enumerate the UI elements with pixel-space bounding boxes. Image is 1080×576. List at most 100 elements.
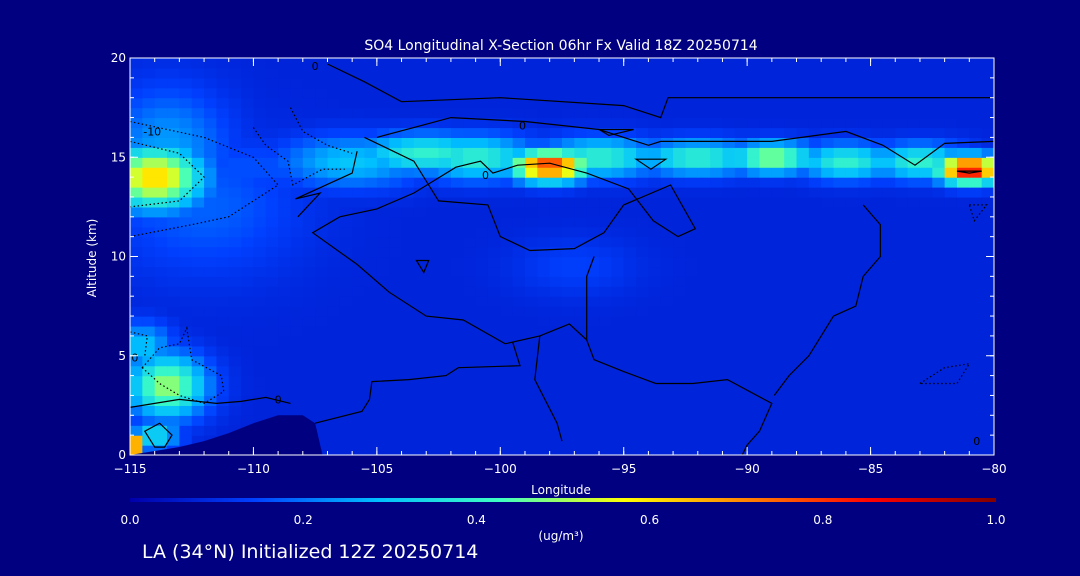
heat-cell xyxy=(401,276,415,287)
heat-cell xyxy=(870,325,884,337)
heat-cell xyxy=(537,246,551,258)
heat-cell xyxy=(722,196,736,208)
heat-cell xyxy=(352,216,366,228)
heat-cell xyxy=(179,276,193,287)
heat-cell xyxy=(438,345,452,357)
heat-cell xyxy=(833,216,847,228)
heat-cell xyxy=(808,395,822,406)
heat-cell xyxy=(130,77,143,89)
heat-cell xyxy=(722,127,736,138)
heat-cell xyxy=(154,425,168,436)
heat-cell xyxy=(204,58,217,69)
heat-cell xyxy=(821,157,835,168)
heat-cell xyxy=(784,77,798,89)
heat-cell xyxy=(278,87,292,99)
heat-cell xyxy=(771,117,785,129)
heat-cell xyxy=(376,137,390,148)
heat-cell xyxy=(475,87,489,99)
heat-cell xyxy=(858,325,872,337)
heat-cell xyxy=(339,425,353,436)
heat-cell xyxy=(981,266,994,277)
heat-cell xyxy=(956,375,970,387)
heat-cell xyxy=(376,196,390,208)
heat-cell xyxy=(265,58,279,69)
heat-cell xyxy=(673,335,687,347)
heat-cell xyxy=(401,117,415,129)
heat-cell xyxy=(167,435,180,446)
heat-cell xyxy=(808,117,822,129)
heat-cell xyxy=(882,335,896,347)
heat-cell xyxy=(364,276,378,287)
dotted-contour xyxy=(130,140,205,208)
heat-cell xyxy=(907,296,921,307)
heat-cell xyxy=(562,365,575,377)
heat-cell xyxy=(771,147,785,158)
terrain-mask xyxy=(130,415,323,455)
heat-cell xyxy=(685,335,699,347)
heat-cell xyxy=(932,246,946,258)
heat-cell xyxy=(759,286,773,297)
heat-cell xyxy=(167,345,180,357)
heat-cell xyxy=(524,236,538,248)
heat-cell xyxy=(747,306,761,317)
heat-cell xyxy=(710,395,724,406)
heat-cell xyxy=(919,97,933,109)
colorbar-tick-label: 0.0 xyxy=(120,513,139,527)
heat-cell xyxy=(241,316,255,327)
heat-cell xyxy=(191,395,205,406)
heat-cell xyxy=(796,375,810,387)
heat-cell xyxy=(562,196,575,208)
heat-cell xyxy=(858,246,872,258)
heat-cell xyxy=(895,206,909,218)
heat-cell xyxy=(315,286,329,297)
heat-cell xyxy=(352,375,366,387)
dotted-contour xyxy=(968,204,988,223)
heat-cell xyxy=(401,355,415,367)
heat-cell xyxy=(722,187,736,198)
heat-cell xyxy=(969,216,983,228)
heat-cell xyxy=(142,385,156,397)
heat-cell xyxy=(648,97,662,109)
heat-cell xyxy=(796,435,810,446)
heat-cell xyxy=(290,67,304,79)
heat-cell xyxy=(438,216,452,228)
heat-cell xyxy=(438,206,452,218)
heat-cell xyxy=(673,365,687,377)
heat-cell xyxy=(907,256,921,268)
heat-cell xyxy=(833,77,847,89)
heat-cell xyxy=(623,107,637,119)
heat-cell xyxy=(339,246,353,258)
contour-label: 0 xyxy=(131,352,138,365)
heat-cell xyxy=(919,256,933,268)
heat-cell xyxy=(154,97,168,109)
heat-cell xyxy=(599,58,612,69)
heat-cell xyxy=(623,375,637,387)
heat-cell xyxy=(413,395,427,406)
heat-cell xyxy=(179,266,193,277)
heat-cell xyxy=(537,196,551,208)
heat-cell xyxy=(673,355,687,367)
heat-cell xyxy=(870,256,884,268)
heat-cell xyxy=(944,276,958,287)
heat-cell xyxy=(697,77,711,89)
heat-cell xyxy=(673,246,687,258)
heat-cell xyxy=(870,296,884,307)
heat-cell xyxy=(870,276,884,287)
heat-cell xyxy=(450,58,464,69)
heat-cell xyxy=(956,345,970,357)
heat-cell xyxy=(636,395,649,406)
heat-cell xyxy=(919,107,933,119)
heat-cell xyxy=(599,276,612,287)
heat-cell xyxy=(969,67,983,79)
heat-cell xyxy=(142,365,156,377)
heat-cell xyxy=(204,276,217,287)
heat-cell xyxy=(339,385,353,397)
heat-cell xyxy=(327,345,341,357)
heat-cell xyxy=(845,216,859,228)
heat-cell xyxy=(623,405,637,416)
heat-cell xyxy=(376,415,390,426)
heat-cell xyxy=(623,276,637,287)
heat-cell xyxy=(302,196,316,208)
heat-cell xyxy=(524,216,538,228)
heat-cell xyxy=(537,177,551,188)
